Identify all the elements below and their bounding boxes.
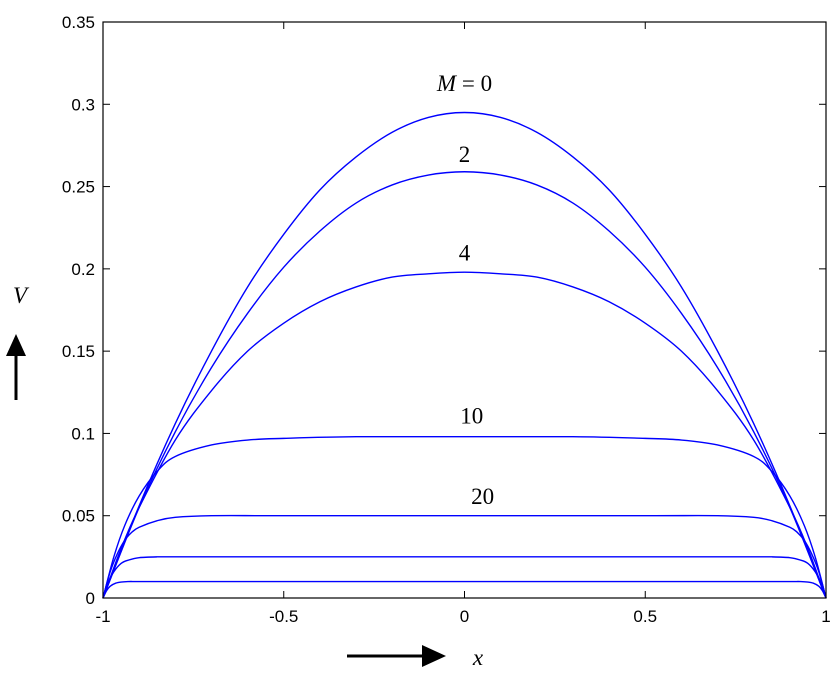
curve-label: 20 (471, 484, 494, 509)
y-tick-label: 0.2 (71, 260, 95, 279)
y-axis-label: V (13, 283, 30, 308)
series-line-4 (102, 435, 827, 599)
series-line-3 (102, 271, 827, 599)
curve-label: M = 0 (436, 71, 492, 96)
x-tick-label: 1 (821, 607, 830, 626)
y-tick-label: 0.05 (62, 507, 95, 526)
x-axis-label: x (472, 645, 484, 670)
series-lines (102, 111, 827, 599)
x-tick-label: -0.5 (269, 607, 298, 626)
series-line-7 (102, 580, 827, 599)
x-axis-arrow-head (422, 645, 446, 667)
series-line-2 (102, 171, 827, 599)
y-tick-label: 0.35 (62, 13, 95, 32)
x-tick-label: 0 (460, 607, 469, 626)
y-tick-label: 0.1 (71, 424, 95, 443)
series-line-6 (102, 556, 827, 599)
series-line-5 (102, 514, 827, 599)
x-tick-label: -1 (95, 607, 110, 626)
axis-ticks: -1 -0.5 0 0.5 100.050.10.150.20.250.30.35 (62, 13, 831, 626)
curve-labels: M = 0 2 4 10 20 (436, 71, 494, 509)
curve-label: 4 (459, 241, 471, 266)
y-tick-label: 0 (86, 589, 95, 608)
y-tick-label: 0.25 (62, 178, 95, 197)
y-axis-arrow-head (6, 334, 26, 356)
y-tick-label: 0.15 (62, 342, 95, 361)
curve-label: 2 (459, 142, 471, 167)
x-tick-label: 0.5 (633, 607, 657, 626)
series-line-1 (102, 111, 827, 599)
curve-label: 10 (460, 404, 483, 429)
y-tick-label: 0.3 (71, 95, 95, 114)
